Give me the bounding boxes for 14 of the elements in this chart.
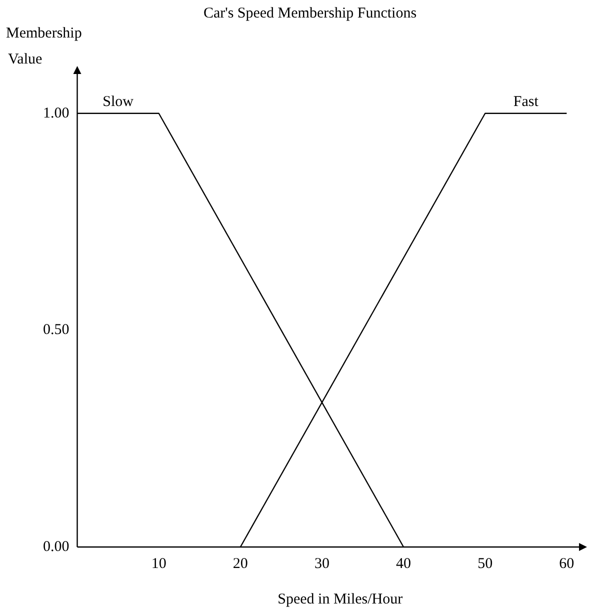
x-axis-title: Speed in Miles/Hour — [278, 591, 403, 608]
y-tick-label: 0.00 — [43, 538, 70, 555]
x-tick-label: 40 — [396, 556, 412, 572]
x-tick-label: 20 — [232, 556, 248, 572]
y-tick-label: 0.50 — [43, 322, 70, 338]
x-tick-label: 30 — [314, 556, 330, 572]
y-axis-title: Membership Value — [6, 25, 82, 68]
y-tick-label: 1.00 — [43, 105, 70, 122]
x-tick-label: 50 — [478, 556, 493, 572]
chart-title: Car's Speed Membership Functions — [203, 5, 417, 22]
x-tick-label: 60 — [559, 556, 574, 572]
x-tick-label: 10 — [151, 556, 166, 572]
series-label: Fast — [513, 94, 540, 110]
series-label: Slow — [102, 94, 134, 110]
